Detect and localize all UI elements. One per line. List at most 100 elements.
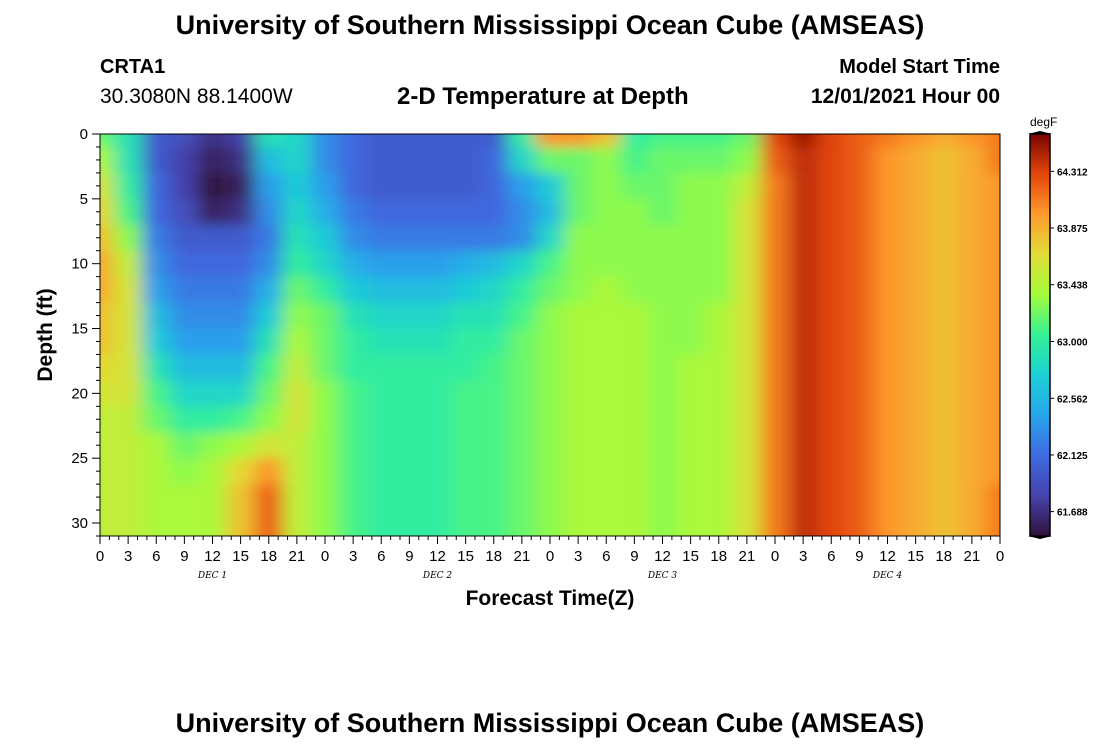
heatmap-cell [592,224,621,252]
heatmap-cell [873,250,903,278]
heatmap-cell [114,250,143,278]
heatmap-cell [395,146,425,174]
heatmap-cell [760,198,790,226]
heatmap-cell [535,134,565,148]
heatmap-cell [226,250,256,278]
heatmap-cell [100,302,115,330]
heatmap-cell [451,354,481,381]
heatmap-cell [479,224,509,252]
heatmap-cell [310,250,340,278]
heatmap-cell [648,146,678,174]
heatmap-cell [339,328,368,356]
heatmap-cell [282,224,312,252]
heatmap-cell [592,146,621,174]
colorbar-tick-label: 64.312 [1057,167,1088,178]
heatmap-cell [564,134,593,148]
heatmap-cell [226,406,256,433]
heatmap-cell [929,146,959,174]
x-tick-label: 15 [907,548,924,565]
heatmap-cell [226,432,256,459]
heatmap-cell [170,484,200,511]
heatmap-cell [985,198,1000,226]
heatmap-cell [873,510,903,536]
heatmap-cell [451,484,481,511]
heatmap-cell [845,172,875,200]
heatmap-cell [395,406,425,433]
heatmap-cell [760,146,790,174]
heatmap-cell [535,484,565,511]
x-tick-label: 21 [289,548,306,565]
heatmap-cell [676,328,706,356]
heatmap-cell [100,354,115,381]
heatmap-cell [310,172,340,200]
heatmap-cell [760,484,790,511]
heatmap-cell [310,146,340,174]
heatmap-cell [620,172,650,200]
heatmap-cell [226,380,256,407]
colorbar-tick-label: 61.688 [1057,508,1088,519]
heatmap-cell [732,354,762,381]
heatmap-cell [760,458,790,485]
heatmap-cell [957,224,987,252]
heatmap-cell [985,172,1000,200]
heatmap-cell [985,146,1000,174]
heatmap-cell [451,380,481,407]
heatmap-cell [564,172,593,200]
heatmap-cell [648,250,678,278]
x-tick-label: 3 [574,548,582,565]
plot-subtitle: 2-D Temperature at Depth [397,83,689,110]
heatmap-cell [100,432,115,459]
heatmap-cell [114,302,143,330]
heatmap-cell [282,250,312,278]
x-tick-label: 15 [232,548,249,565]
heatmap-cell [310,380,340,407]
heatmap-cell [817,198,846,226]
heatmap-cell [592,510,621,536]
heatmap-cell [985,328,1000,356]
heatmap-cell [170,510,200,536]
heatmap-cell [901,484,931,511]
heatmap-cell [114,354,143,381]
heatmap-cell [929,172,959,200]
heatmap-cell [704,354,734,381]
heatmap-cell [704,432,734,459]
heatmap-cell [142,146,171,174]
heatmap-cell [789,198,818,226]
heatmap-cell [367,276,396,304]
heatmap-cell [339,406,368,433]
heatmap-cell [170,354,200,381]
heatmap-cell [592,250,621,278]
model-start-label: Model Start Time [839,56,1000,78]
heatmap-cell [648,484,678,511]
heatmap-cell [564,198,593,226]
heatmap-cell [592,432,621,459]
heatmap-cell [423,302,453,330]
heatmap-cell [929,224,959,252]
heatmap-cell [873,458,903,485]
x-tick-label: 15 [457,548,474,565]
heatmap-cell [957,328,987,356]
heatmap-cell [564,432,593,459]
heatmap-cell [451,510,481,536]
x-tick-label: 3 [124,548,132,565]
heatmap-cell [282,302,312,330]
heatmap-cell [254,134,284,148]
heatmap-cell [339,250,368,278]
heatmap-cell [901,172,931,200]
heatmap-cell [648,354,678,381]
heatmap-cell [789,302,818,330]
heatmap-cell [226,134,256,148]
heatmap-cell [451,328,481,356]
heatmap-cell [676,458,706,485]
heatmap-cell [592,458,621,485]
heatmap-cell [957,380,987,407]
heatmap-cell [845,328,875,356]
heatmap-cell [254,146,284,174]
heatmap-cell [789,458,818,485]
heatmap-cell [282,198,312,226]
heatmap-cell [760,224,790,252]
heatmap-cell [479,134,509,148]
heatmap-cell [535,328,565,356]
heatmap-cell [535,432,565,459]
heatmap-cell [142,510,171,536]
